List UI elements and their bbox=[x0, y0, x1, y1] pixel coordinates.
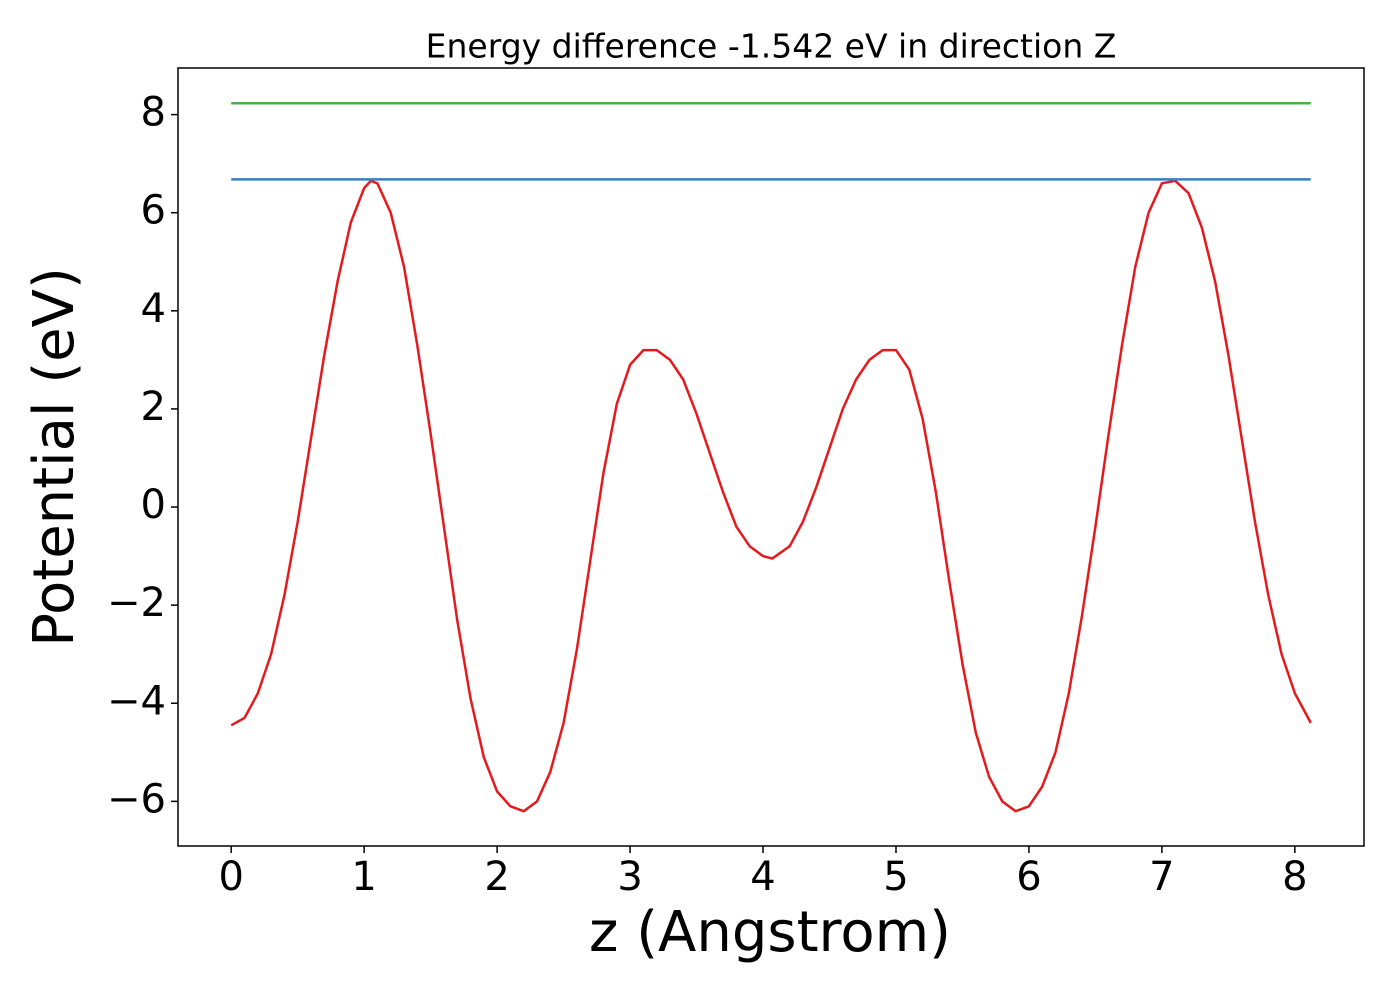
y-tick-label: −6 bbox=[107, 776, 166, 822]
data-line bbox=[230, 179, 1312, 813]
y-tick-label: 2 bbox=[141, 384, 166, 430]
x-tick-label: 5 bbox=[883, 854, 908, 900]
y-tick-label: −2 bbox=[107, 580, 166, 626]
plot-frame bbox=[177, 67, 1365, 847]
x-tick-label: 7 bbox=[1149, 854, 1174, 900]
x-tick-label: 8 bbox=[1282, 854, 1307, 900]
x-tick-label: 6 bbox=[1016, 854, 1041, 900]
x-axis-label: z (Angstrom) bbox=[589, 900, 951, 965]
x-tick-label: 3 bbox=[617, 854, 642, 900]
chart-title: Energy difference -1.542 eV in direction… bbox=[426, 27, 1117, 66]
y-tick-label: 6 bbox=[141, 188, 166, 234]
x-tick-label: 1 bbox=[351, 854, 376, 900]
y-tick-label: −4 bbox=[107, 678, 166, 724]
y-tick-label: 0 bbox=[141, 482, 166, 528]
y-axis-label: Potential (eV) bbox=[22, 267, 87, 647]
y-tick-label: 4 bbox=[141, 286, 166, 332]
x-tick-label: 2 bbox=[484, 854, 509, 900]
x-tick-label: 0 bbox=[218, 854, 243, 900]
y-tick-label: 8 bbox=[141, 90, 166, 136]
x-tick-label: 4 bbox=[750, 854, 775, 900]
